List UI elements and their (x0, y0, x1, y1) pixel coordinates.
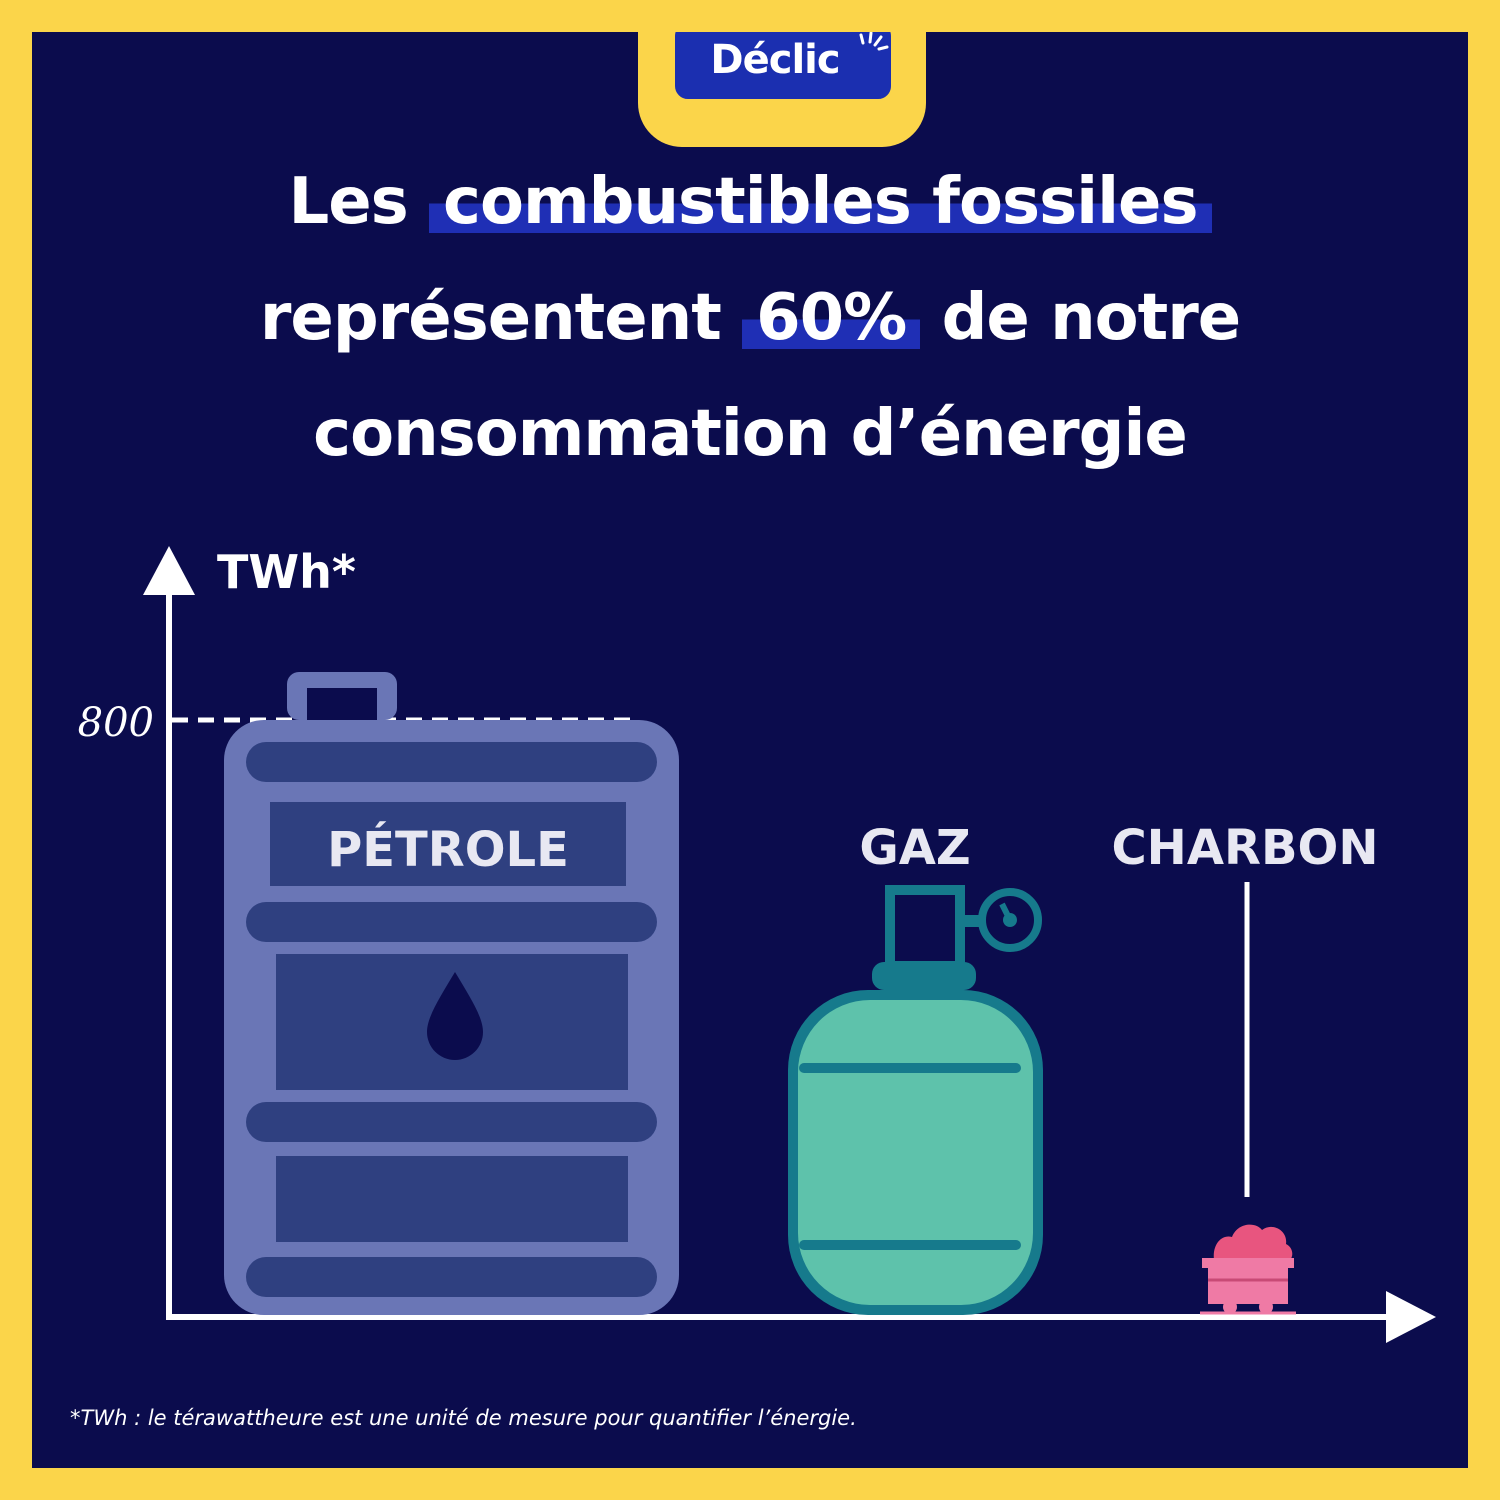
headline: Les combustibles fossiles représentent 6… (52, 144, 1448, 492)
headline-highlight-percent: 60% (742, 281, 921, 355)
headline-part1: Les (288, 165, 430, 239)
headline-part4: consommation d’énergie (313, 397, 1188, 471)
brand-name: Déclic (710, 37, 840, 83)
bar-label-charbon: CHARBON (1111, 820, 1378, 876)
reference-line-label: 800 (78, 700, 154, 746)
y-axis-arrow (143, 546, 195, 595)
headline-part3: de notre (920, 281, 1242, 355)
bar-charbon (1200, 1224, 1296, 1315)
headline-highlight-fossils: combustibles fossiles (429, 165, 1212, 239)
infographic-frame: Déclic Les combustibles fossiles représe… (32, 32, 1468, 1468)
brand-logo: Déclic (672, 32, 894, 102)
energy-chart: TWh* 800 PÉTROLE (78, 545, 1436, 1343)
y-axis-label: TWh* (217, 545, 356, 599)
headline-part2: représentent (259, 281, 743, 355)
bar-petrole (224, 672, 679, 1315)
bar-label-petrole: PÉTROLE (327, 821, 569, 878)
bar-gaz (788, 885, 1043, 1315)
oil-drop-icon (427, 972, 483, 1060)
bar-label-gaz: GAZ (859, 820, 970, 876)
spark-icon (859, 32, 889, 51)
x-axis-arrow (1386, 1291, 1436, 1343)
footnote: *TWh : le térawattheure est une unité de… (70, 1406, 857, 1430)
